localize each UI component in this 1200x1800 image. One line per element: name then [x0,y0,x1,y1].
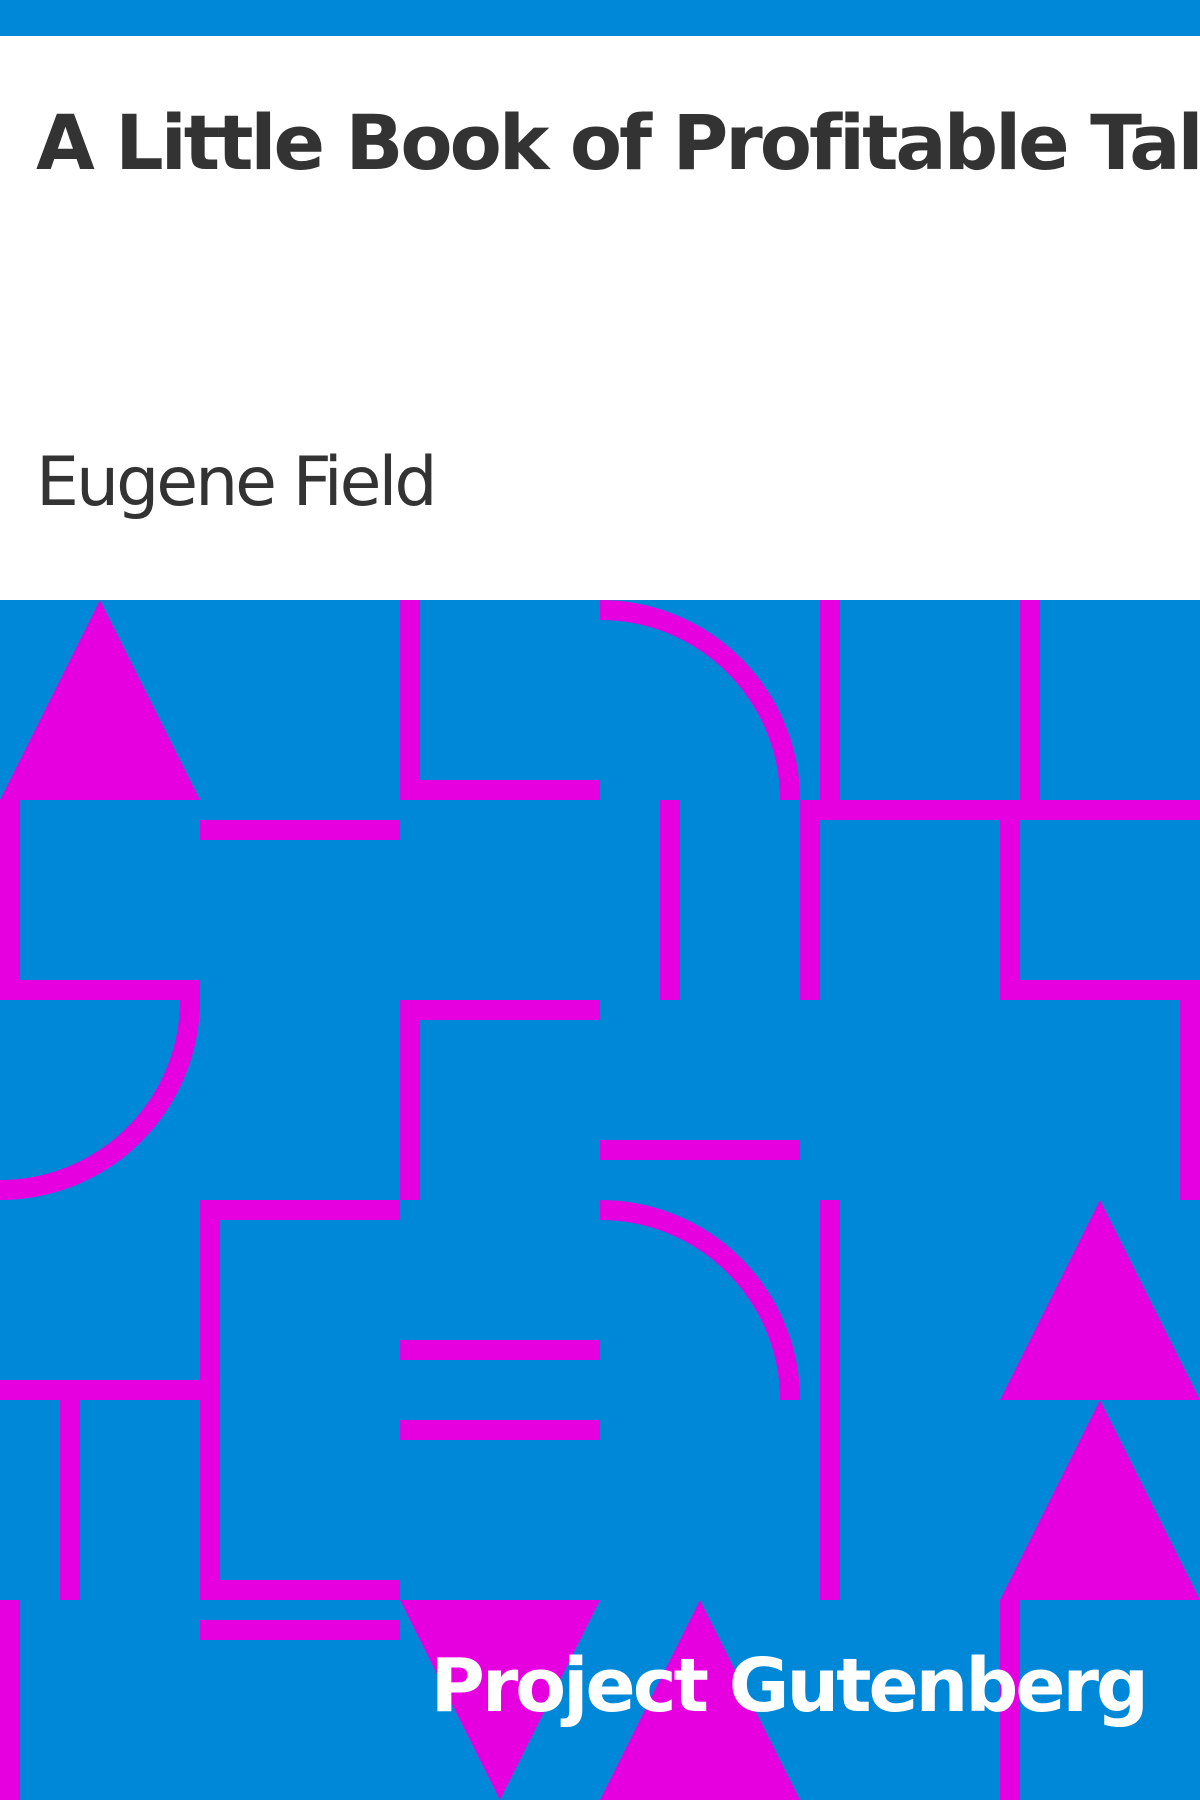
top-color-bar [0,0,1200,36]
quarter-arc-2 [0,999,200,1200]
triangle-up-4 [600,1600,800,1800]
art-pattern [0,600,1200,1800]
triangle-up-1 [0,600,200,800]
book-author: Eugene Field [36,443,438,522]
triangle-up-3 [1000,1400,1200,1600]
triangle-up-2 [1000,1200,1200,1400]
geometric-cover-art [0,600,1200,1800]
publisher-name: Project Gutenberg [430,1643,1149,1729]
quarter-arc-1 [599,600,800,801]
book-title: A Little Book of Profitable Tales [36,98,1200,187]
quarter-arc-3 [599,1200,800,1401]
triangle-down-1 [400,1600,600,1800]
art-arcs [0,600,800,1401]
